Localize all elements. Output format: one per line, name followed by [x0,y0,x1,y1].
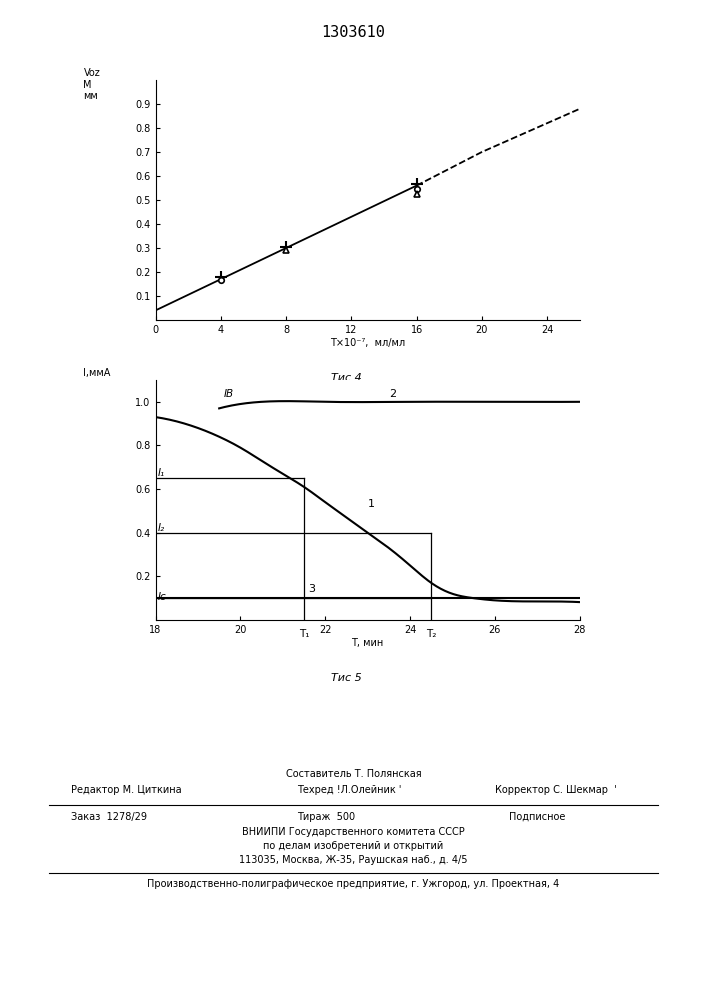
Text: Подписное: Подписное [509,812,566,822]
Text: Производственно-полиграфическое предприятие, г. Ужгород, ул. Проектная, 4: Производственно-полиграфическое предприя… [147,879,560,889]
Text: I₂: I₂ [158,523,165,533]
Text: Тираж  500: Тираж 500 [297,812,355,822]
Text: IB: IB [223,389,233,399]
Text: по делам изобретений и открытий: по делам изобретений и открытий [264,841,443,851]
Text: Техред !Л.Олейник ': Техред !Л.Олейник ' [297,785,402,795]
Text: 1303610: 1303610 [322,25,385,40]
Text: 2: 2 [389,389,396,399]
X-axis label: T, мин: T, мин [351,638,384,648]
Text: I,ммА: I,ммА [83,368,111,378]
Text: ВНИИПИ Государственного комитета СССР: ВНИИПИ Государственного комитета СССР [242,827,465,837]
Text: Редактор М. Циткина: Редактор М. Циткина [71,785,181,795]
Text: 3: 3 [308,584,315,594]
Text: Составитель Т. Полянская: Составитель Т. Полянская [286,769,421,779]
Text: Корректор С. Шекмар  ': Корректор С. Шекмар ' [495,785,617,795]
Text: 113035, Москва, Ж-35, Раушская наб., д. 4/5: 113035, Москва, Ж-35, Раушская наб., д. … [239,855,468,865]
Text: T₂: T₂ [426,629,436,639]
Text: Voz
М
мм: Voz М мм [83,68,100,101]
Text: 1: 1 [368,499,375,509]
Text: I₁: I₁ [158,468,165,478]
Text: Ic: Ic [158,592,166,602]
Text: Τис 5: Τис 5 [331,673,362,683]
Text: Τис 4: Τис 4 [331,373,362,383]
Text: Заказ  1278/29: Заказ 1278/29 [71,812,146,822]
Text: T₁: T₁ [299,629,309,639]
X-axis label: T×10⁻⁷,  мл/мл: T×10⁻⁷, мл/мл [330,338,405,348]
